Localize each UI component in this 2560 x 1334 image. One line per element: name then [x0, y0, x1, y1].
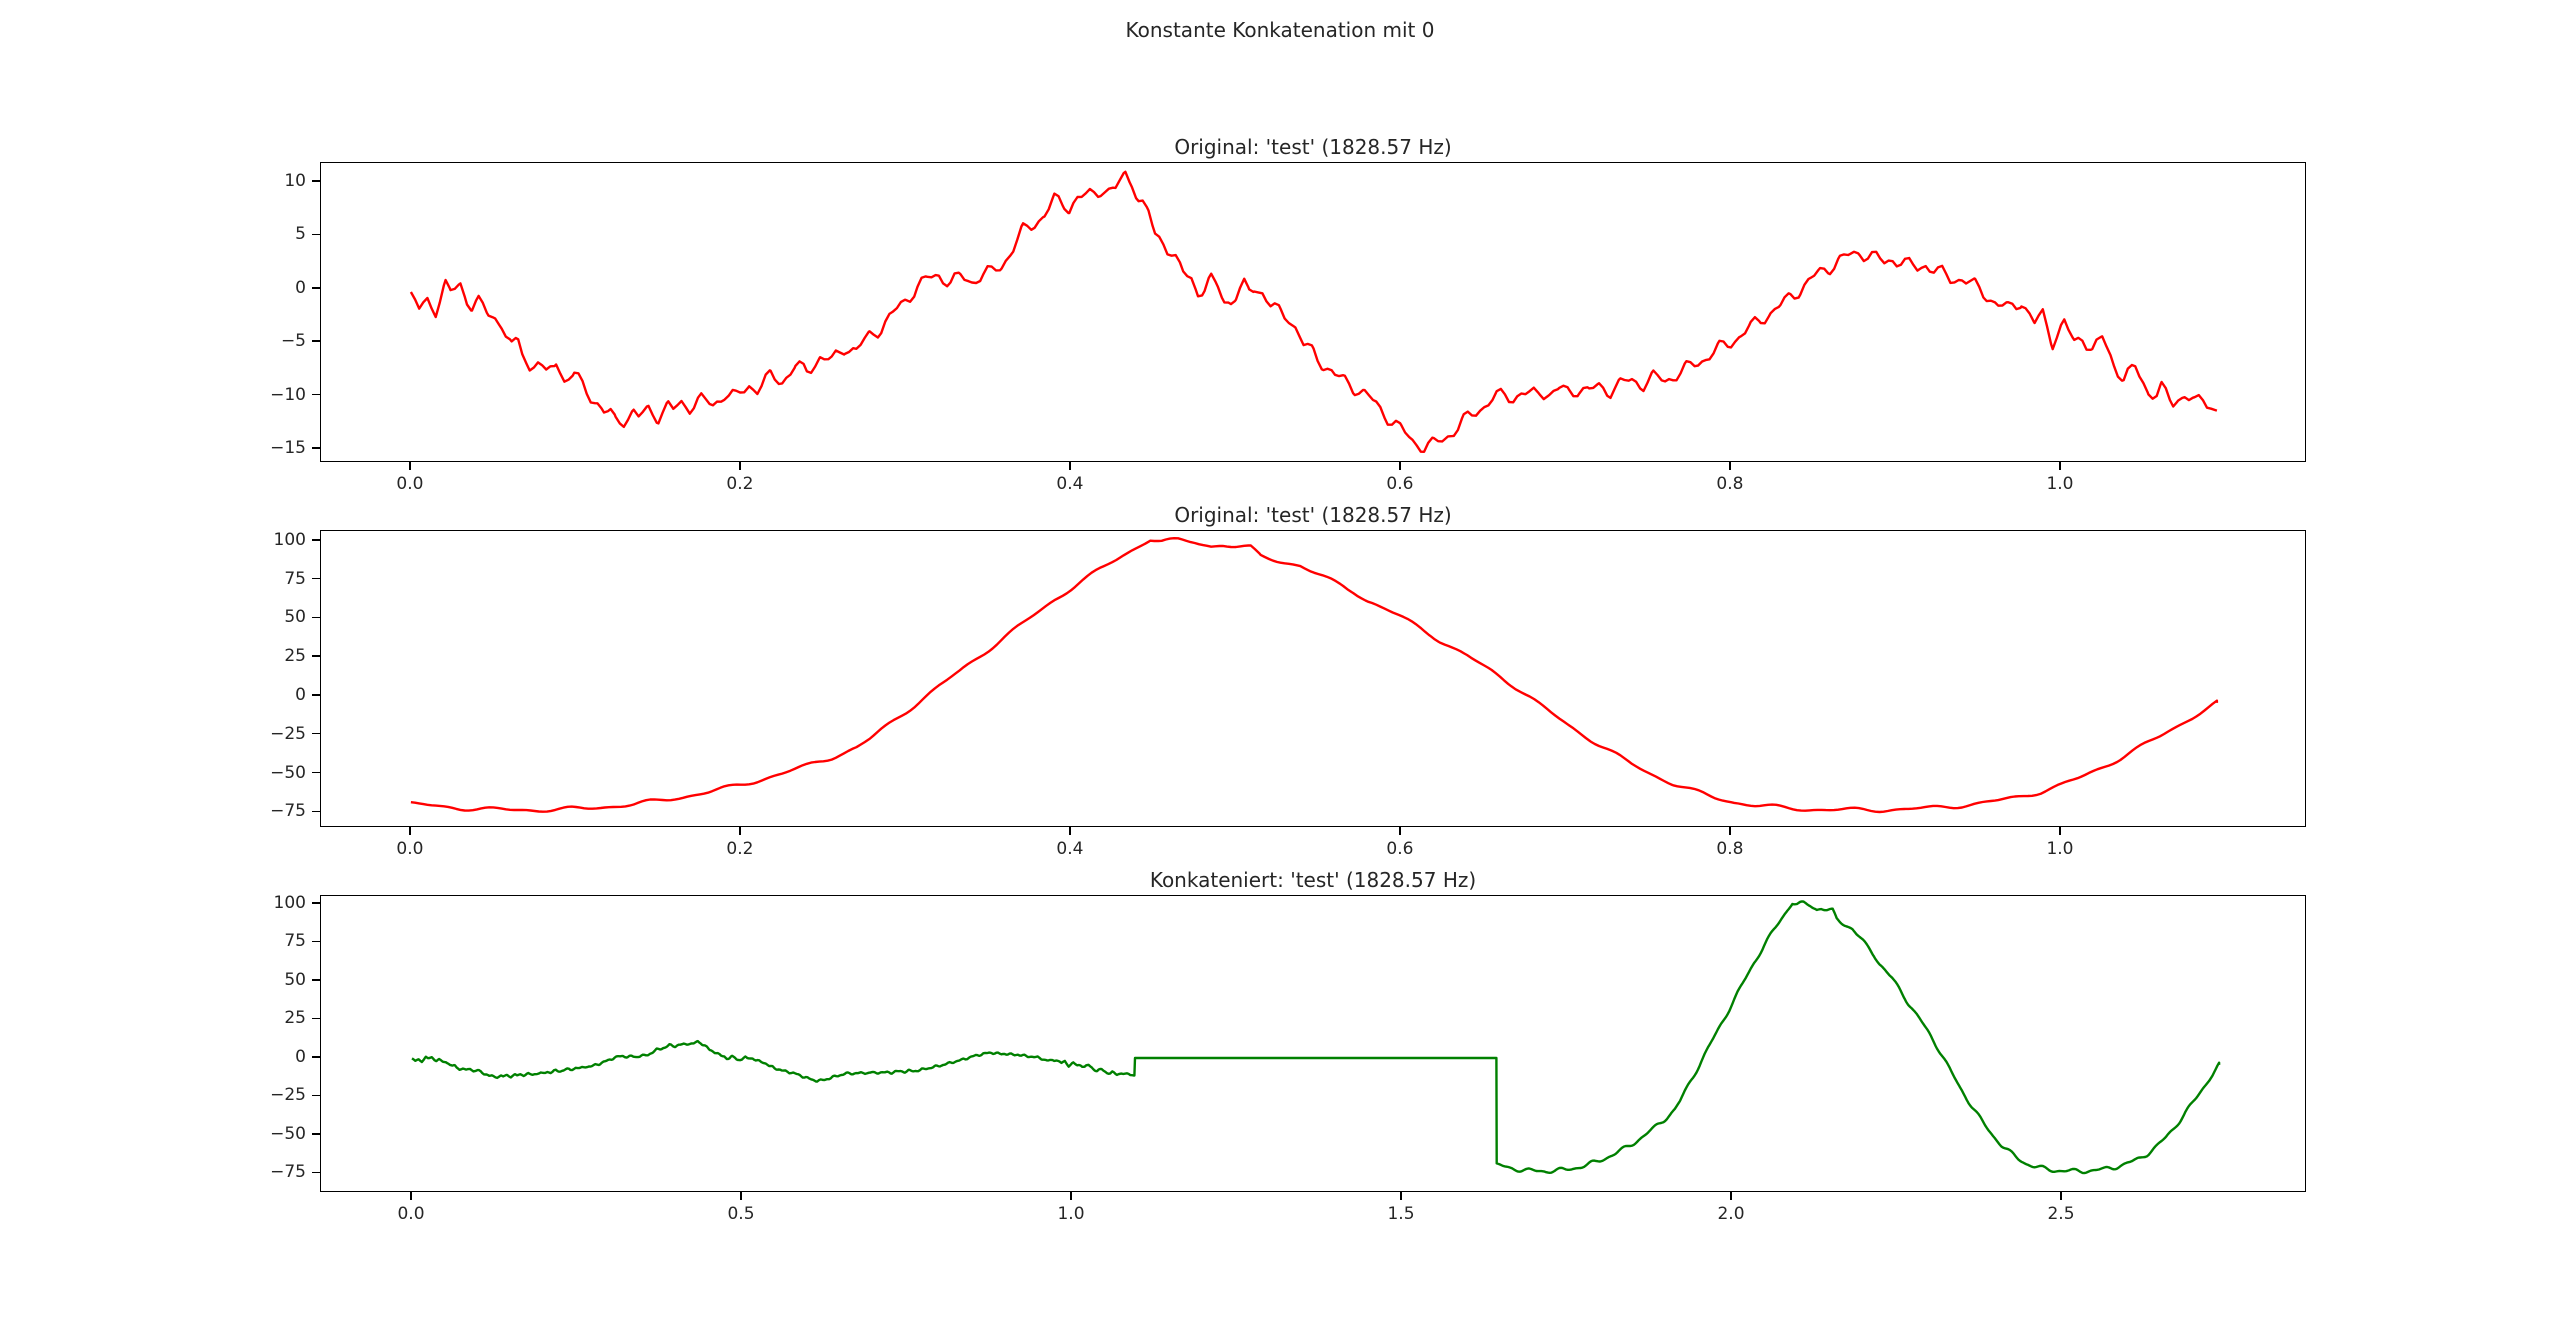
x-tick-label: 0.0 [396, 474, 424, 494]
x-tick-label: 0.6 [1386, 474, 1414, 494]
signal-plot-area [410, 537, 2219, 814]
x-tick-label: 0.0 [397, 1204, 425, 1224]
axes-subplot-3 [320, 895, 2306, 1192]
y-tick-label: 0 [295, 1046, 306, 1067]
y-tick-mark [312, 979, 320, 981]
y-tick-mark [312, 771, 320, 774]
x-tick-label: 1.0 [2046, 839, 2074, 859]
y-tick-mark [312, 616, 320, 619]
y-tick-mark [312, 655, 320, 657]
x-tick-mark [1730, 1192, 1732, 1200]
signal-line [410, 537, 2219, 814]
y-tick-mark [312, 1171, 320, 1174]
y-tick-mark [312, 1094, 320, 1097]
subplot-3-title: Konkateniert: 'test' (1828.57 Hz) [1149, 868, 1477, 892]
x-tick-mark [1070, 1192, 1072, 1200]
y-tick-label: 75 [284, 931, 306, 952]
y-tick-mark [312, 393, 320, 396]
x-tick-label: 0.0 [396, 839, 424, 859]
x-tick-mark [2059, 827, 2061, 835]
y-tick-mark [312, 1133, 320, 1135]
x-tick-label: 0.6 [1386, 839, 1414, 859]
x-tick-mark [740, 1192, 742, 1200]
x-tick-label: 1.0 [1057, 1204, 1085, 1224]
axes-subplot-2 [320, 530, 2306, 827]
y-tick-mark [312, 447, 320, 449]
x-tick-mark [1400, 1192, 1402, 1200]
y-tick-label: 100 [273, 529, 306, 550]
y-tick-label: −15 [270, 438, 306, 458]
y-tick-label: −50 [270, 762, 306, 783]
x-tick-mark [409, 827, 411, 835]
x-tick-mark [1729, 827, 1731, 835]
x-tick-mark [1069, 827, 1071, 835]
y-tick-label: −75 [270, 1162, 306, 1183]
y-tick-mark [312, 732, 320, 735]
x-tick-label: 0.2 [726, 474, 754, 494]
signal-plot-area [409, 170, 2218, 453]
x-tick-mark [410, 1192, 412, 1200]
y-tick-label: 5 [295, 224, 306, 245]
y-tick-label: 0 [295, 684, 306, 705]
x-tick-mark [1069, 462, 1071, 470]
y-tick-label: 10 [284, 171, 306, 191]
x-tick-mark [739, 462, 741, 470]
signal-line [411, 900, 2221, 1175]
x-tick-label: 0.8 [1716, 839, 1744, 859]
y-tick-label: −25 [270, 1085, 306, 1106]
x-tick-mark [1399, 462, 1401, 470]
x-tick-label: 2.5 [2047, 1204, 2075, 1224]
y-tick-label: −10 [270, 384, 306, 405]
y-tick-mark [312, 539, 320, 541]
y-tick-mark [312, 694, 320, 696]
y-tick-mark [312, 1017, 320, 1020]
x-tick-label: 0.4 [1056, 839, 1084, 859]
signal-line [409, 170, 2218, 453]
y-tick-label: 75 [284, 568, 306, 589]
subplot-1-title: Original: 'test' (1828.57 Hz) [1174, 135, 1452, 159]
y-tick-mark [312, 233, 320, 236]
x-tick-label: 1.0 [2046, 474, 2074, 494]
x-tick-mark [1729, 462, 1731, 470]
subplot-2-title: Original: 'test' (1828.57 Hz) [1174, 503, 1452, 527]
y-tick-label: 25 [284, 646, 306, 667]
x-tick-label: 0.4 [1056, 474, 1084, 494]
y-tick-label: −75 [270, 801, 306, 822]
figure-title: Konstante Konkatenation mit 0 [1125, 18, 1435, 42]
y-tick-mark [312, 287, 320, 289]
x-tick-label: 0.8 [1716, 474, 1744, 494]
x-tick-mark [2059, 462, 2061, 470]
y-tick-label: −5 [280, 331, 306, 352]
y-tick-mark [312, 577, 320, 580]
y-tick-mark [312, 902, 320, 904]
y-tick-mark [312, 180, 320, 182]
y-tick-mark [312, 940, 320, 943]
y-tick-label: 0 [295, 277, 306, 298]
y-tick-label: 25 [284, 1008, 306, 1029]
axes-subplot-1 [320, 162, 2306, 462]
x-tick-mark [409, 462, 411, 470]
y-tick-label: 50 [284, 969, 306, 990]
y-tick-label: −50 [270, 1123, 306, 1144]
x-tick-label: 0.2 [726, 839, 754, 859]
signal-plot-area [411, 900, 2221, 1175]
x-tick-mark [1399, 827, 1401, 835]
x-tick-label: 2.0 [1717, 1204, 1745, 1224]
y-tick-label: −25 [270, 723, 306, 744]
x-tick-mark [739, 827, 741, 835]
y-tick-label: 100 [273, 893, 306, 913]
y-tick-mark [312, 340, 320, 342]
x-tick-label: 0.5 [727, 1204, 755, 1224]
x-tick-label: 1.5 [1387, 1204, 1415, 1224]
y-tick-mark [312, 810, 320, 813]
y-tick-label: 50 [284, 607, 306, 628]
y-tick-mark [312, 1056, 320, 1058]
x-tick-mark [2060, 1192, 2062, 1200]
